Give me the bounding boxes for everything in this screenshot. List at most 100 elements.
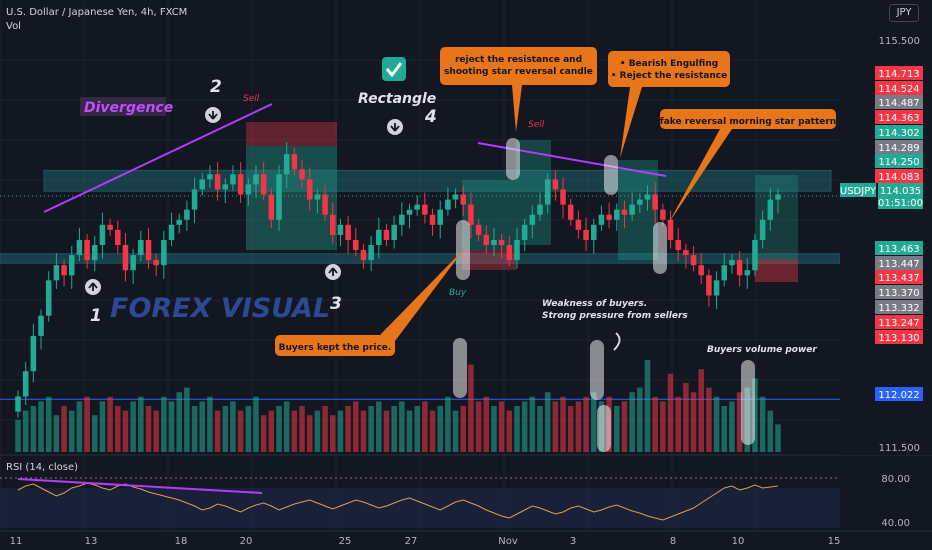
volume-bar bbox=[68, 410, 75, 452]
candle-body bbox=[706, 275, 712, 296]
candle-body bbox=[237, 174, 244, 195]
candle-body bbox=[245, 184, 252, 195]
candle-body bbox=[145, 239, 152, 261]
resistance-zone bbox=[43, 169, 832, 192]
volume-bar bbox=[161, 396, 167, 452]
candle-body bbox=[68, 255, 75, 276]
candle-body bbox=[161, 239, 167, 266]
callout-engulfing-text: • Reject the resistance bbox=[611, 71, 727, 81]
candle-body bbox=[253, 174, 259, 185]
candle-body bbox=[130, 255, 136, 271]
price-badge-label: 113.247 bbox=[878, 318, 919, 329]
candle-body bbox=[667, 219, 674, 240]
candle-body bbox=[76, 239, 83, 256]
candle-body bbox=[713, 280, 720, 296]
price-badge-label: USDJPY bbox=[840, 186, 877, 197]
candles-layer bbox=[15, 142, 781, 418]
volume-bar bbox=[729, 401, 735, 452]
candle-body bbox=[452, 194, 459, 200]
candle-body bbox=[606, 214, 612, 220]
volume-bar bbox=[222, 406, 229, 452]
volume-bar bbox=[614, 406, 620, 452]
volume-bar bbox=[30, 406, 37, 452]
candle-body bbox=[283, 154, 290, 175]
highlight-marker bbox=[604, 155, 618, 195]
arrow-glyph bbox=[390, 123, 400, 132]
candle-body bbox=[176, 219, 182, 225]
candle-body bbox=[521, 224, 528, 240]
candle-body bbox=[38, 315, 44, 336]
rsi-line bbox=[17, 482, 779, 521]
volume-bar bbox=[406, 410, 413, 452]
candle-body bbox=[445, 199, 451, 210]
overlay-layer: 1 2 3 4 Divergence Rectangle Sell Sell Buy FOREX … bbox=[43, 47, 836, 452]
volume-bar bbox=[176, 392, 182, 452]
buy-label: Buy bbox=[449, 288, 467, 298]
candle-body bbox=[644, 194, 651, 200]
candle-body bbox=[199, 179, 206, 190]
volume-bar bbox=[713, 396, 720, 452]
volume-bar bbox=[514, 406, 520, 452]
volume-bar bbox=[214, 410, 221, 452]
candle-body bbox=[675, 239, 681, 251]
price-tick: 115.500 bbox=[879, 36, 920, 47]
candle-body bbox=[168, 224, 175, 240]
volume-indicator-label: Vol bbox=[6, 21, 21, 32]
candle-body bbox=[422, 204, 428, 215]
volume-bar bbox=[61, 406, 67, 452]
price-badge-label: 114.035 bbox=[880, 186, 921, 197]
candle-body bbox=[468, 204, 474, 225]
price-badge bbox=[875, 169, 923, 183]
volume-bar bbox=[498, 401, 505, 452]
currency-button[interactable]: JPY bbox=[889, 4, 919, 22]
highlight-marker bbox=[653, 222, 667, 274]
volume-bar bbox=[291, 410, 298, 452]
volume-bar bbox=[590, 392, 597, 452]
callout-buyers-box bbox=[275, 335, 395, 356]
price-badge bbox=[875, 285, 923, 299]
price-badge bbox=[875, 300, 923, 314]
callout-fake-reversal-box bbox=[660, 109, 836, 129]
candle-body bbox=[744, 270, 751, 276]
candle-body bbox=[138, 239, 144, 256]
candle-body bbox=[61, 265, 67, 276]
candle-body bbox=[15, 396, 21, 412]
candle-body bbox=[84, 239, 90, 261]
candle-body bbox=[299, 169, 305, 180]
volume-bar bbox=[383, 410, 390, 452]
wave-number: 2 bbox=[210, 77, 222, 97]
candle-body bbox=[590, 224, 597, 240]
highlight-marker bbox=[741, 360, 755, 445]
volume-bars bbox=[15, 360, 781, 452]
callout-resistance-box bbox=[440, 47, 597, 85]
price-badge-label: 113.463 bbox=[878, 244, 919, 255]
candle-body bbox=[291, 154, 298, 170]
volume-bar bbox=[706, 387, 712, 452]
candle-body bbox=[475, 224, 482, 235]
wave-number: 1 bbox=[90, 306, 102, 326]
long-profit-box bbox=[755, 175, 798, 259]
candle-body bbox=[345, 224, 351, 240]
price-badge-label: 113.437 bbox=[878, 273, 919, 284]
volume-bar bbox=[199, 401, 206, 452]
callout-fake-reversal-text: fake reversal morning star pattern bbox=[660, 117, 836, 127]
volume-bar bbox=[337, 410, 344, 452]
volume-bar bbox=[84, 396, 90, 452]
price-axis: 115.500113.000111.500114.713114.524114.4… bbox=[840, 0, 932, 455]
candle-body bbox=[729, 260, 735, 266]
volume-bar bbox=[245, 406, 252, 452]
sell-label: Sell bbox=[528, 120, 545, 130]
candle-body bbox=[514, 239, 520, 261]
highlight-marker bbox=[597, 405, 611, 452]
candle-body bbox=[207, 174, 213, 180]
candle-body bbox=[759, 219, 766, 240]
price-badge bbox=[875, 256, 923, 270]
time-label: 15 bbox=[828, 536, 841, 547]
candle-body bbox=[260, 174, 267, 195]
checkmark-glyph bbox=[385, 62, 403, 78]
candle-body bbox=[391, 224, 397, 240]
volume-bar bbox=[767, 410, 774, 452]
volume-bar bbox=[276, 406, 282, 452]
candle-body bbox=[614, 209, 620, 220]
